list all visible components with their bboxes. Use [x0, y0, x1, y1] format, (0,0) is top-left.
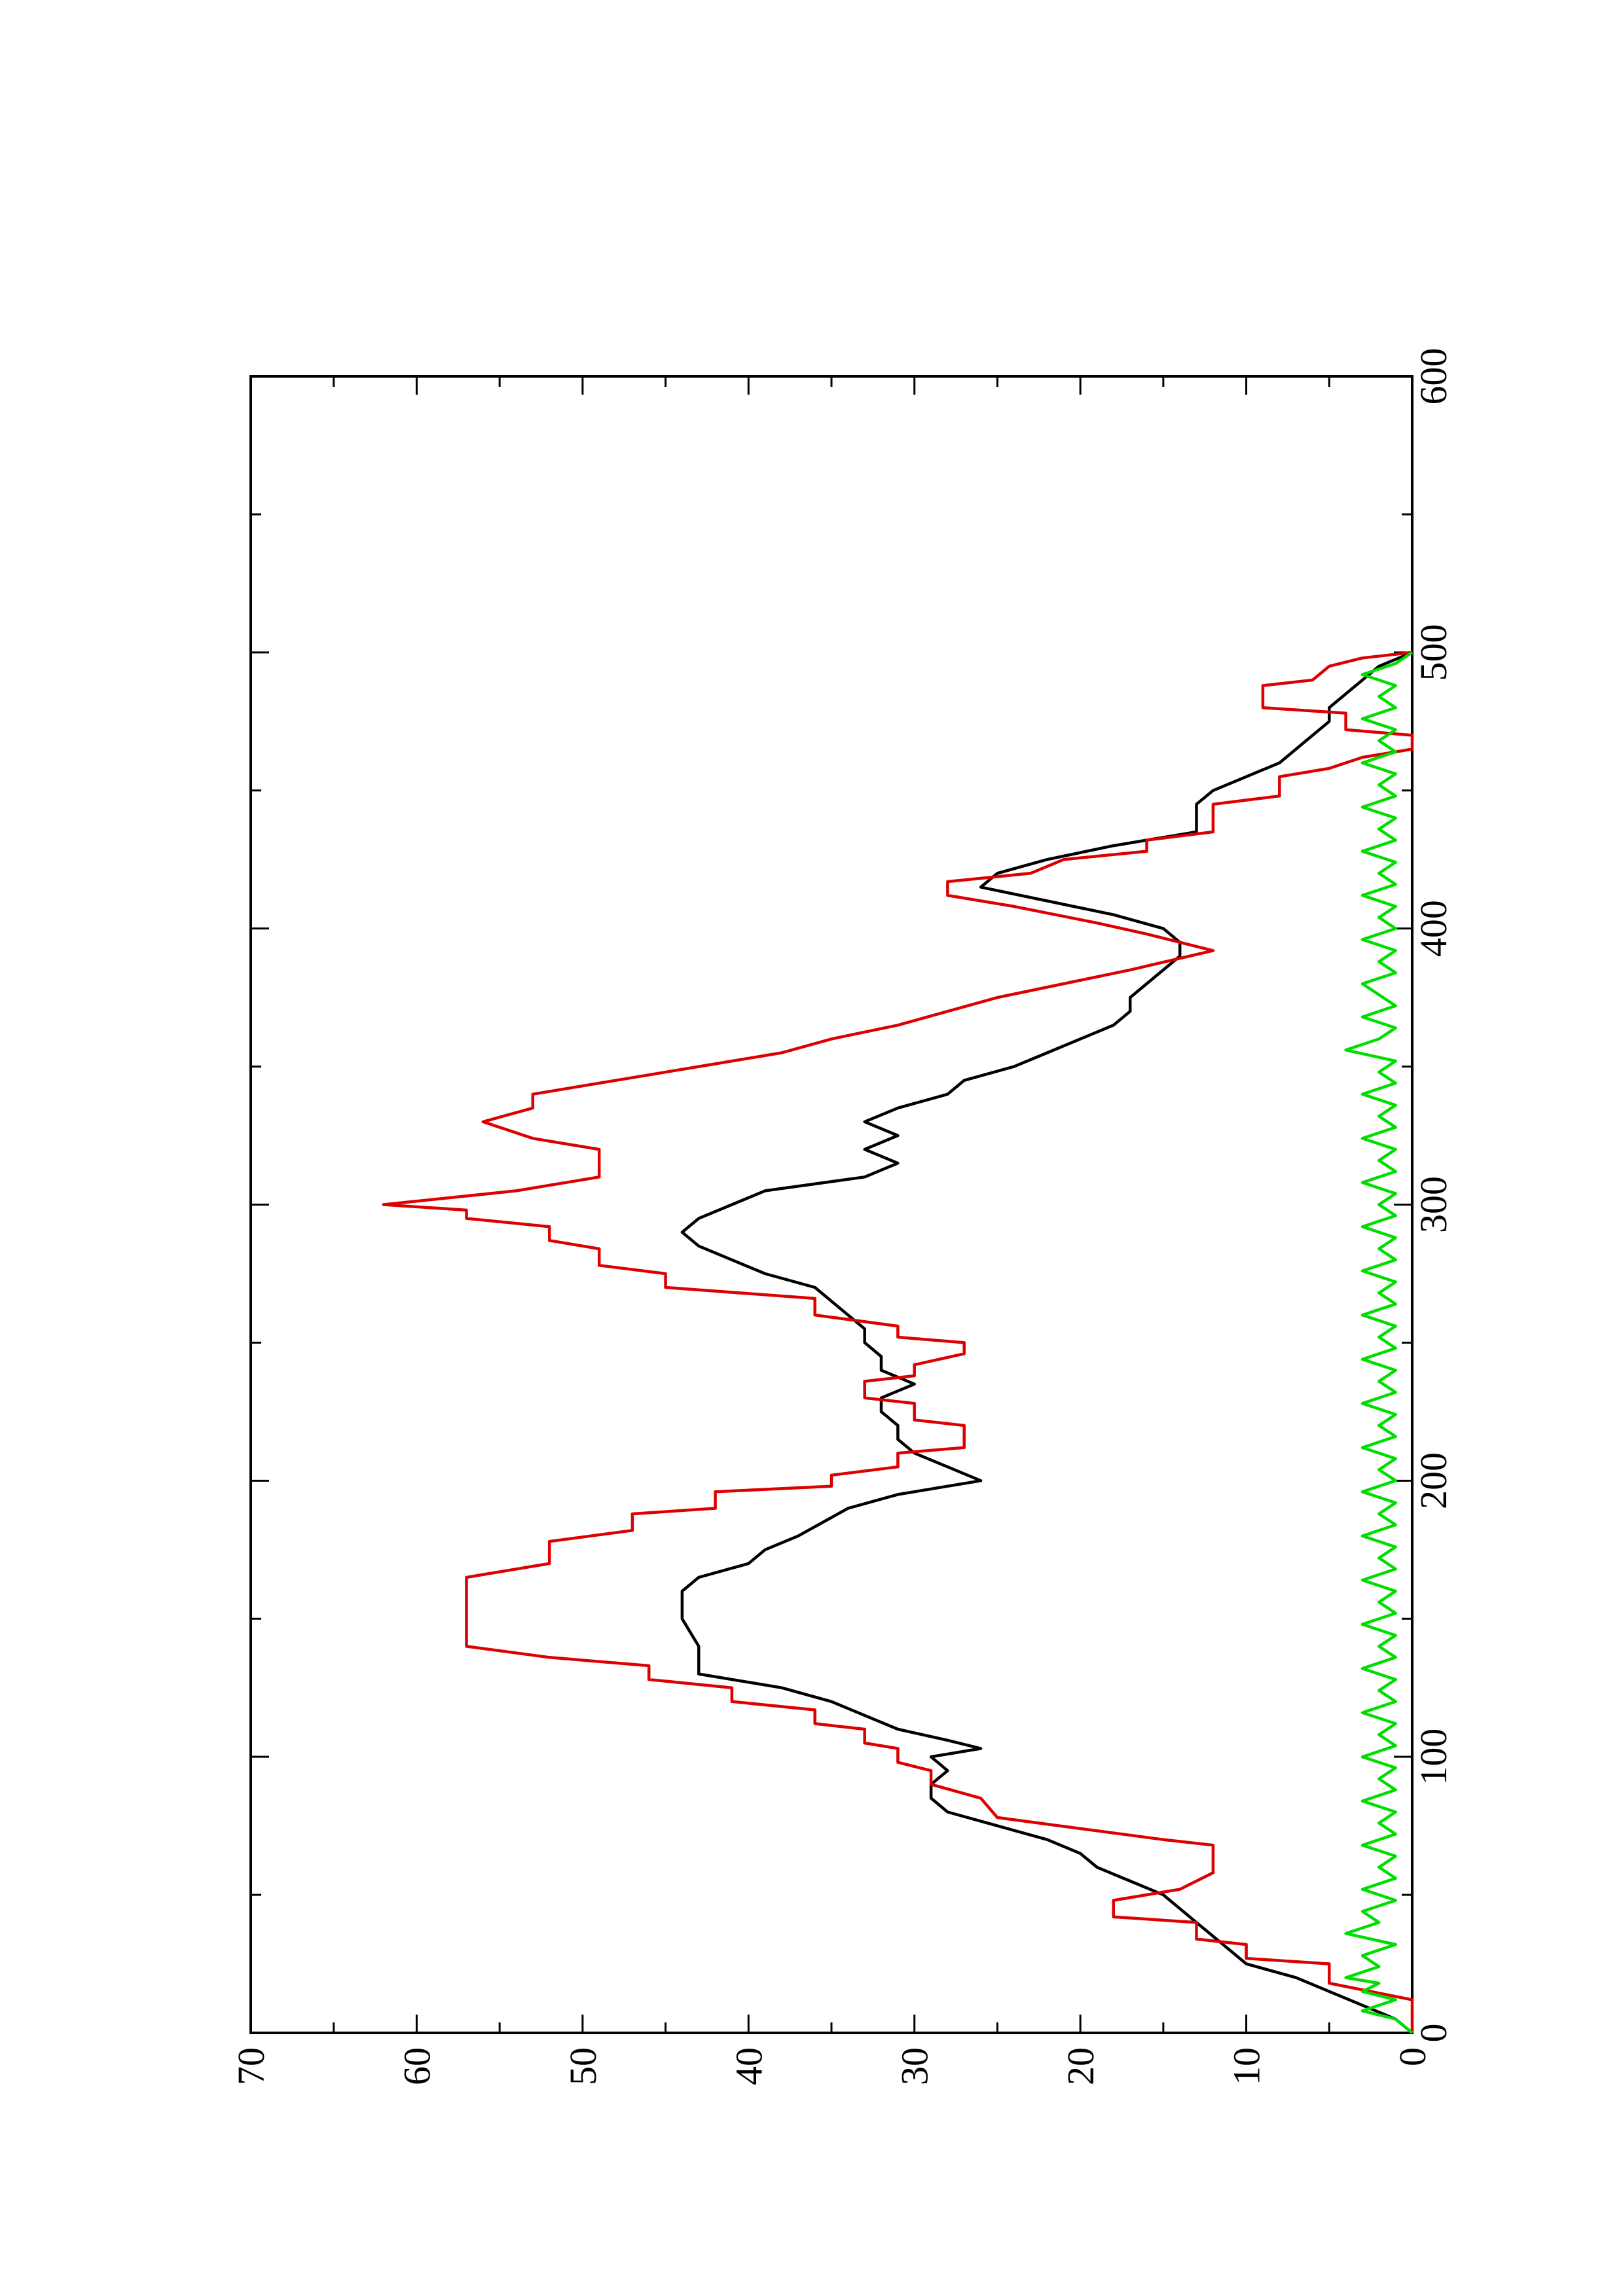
x-tick-label: 500 — [1412, 624, 1455, 681]
y-tick-label: 60 — [395, 2047, 438, 2085]
plot-frame — [249, 375, 1413, 2034]
y-tick-label: 30 — [894, 2047, 936, 2085]
x-tick-label: 600 — [1412, 348, 1455, 405]
y-tick-label: 20 — [1059, 2047, 1102, 2085]
y-tick-label: 0 — [1391, 2047, 1434, 2066]
x-tick-label: 300 — [1412, 1176, 1455, 1233]
y-tick-label: 10 — [1226, 2047, 1268, 2085]
series-line-3 — [1344, 651, 1413, 2034]
y-tick-label: 70 — [230, 2047, 272, 2085]
y-tick-label: 40 — [727, 2047, 770, 2085]
x-tick-label: 200 — [1412, 1452, 1455, 1509]
series-line-2 — [382, 651, 1414, 2033]
tick-marks — [251, 376, 1412, 2033]
tick-labels: 0 100 200 300 400 500 600 0 10 20 30 40 50 60 70 — [230, 348, 1455, 2086]
x-tick-label: 400 — [1412, 900, 1455, 957]
y-tick-label: 50 — [562, 2047, 604, 2085]
series-group — [382, 651, 1414, 2034]
x-tick-label: 100 — [1412, 1729, 1455, 1785]
x-tick-label: 0 — [1412, 2024, 1455, 2043]
series-line-1 — [680, 651, 1413, 2034]
